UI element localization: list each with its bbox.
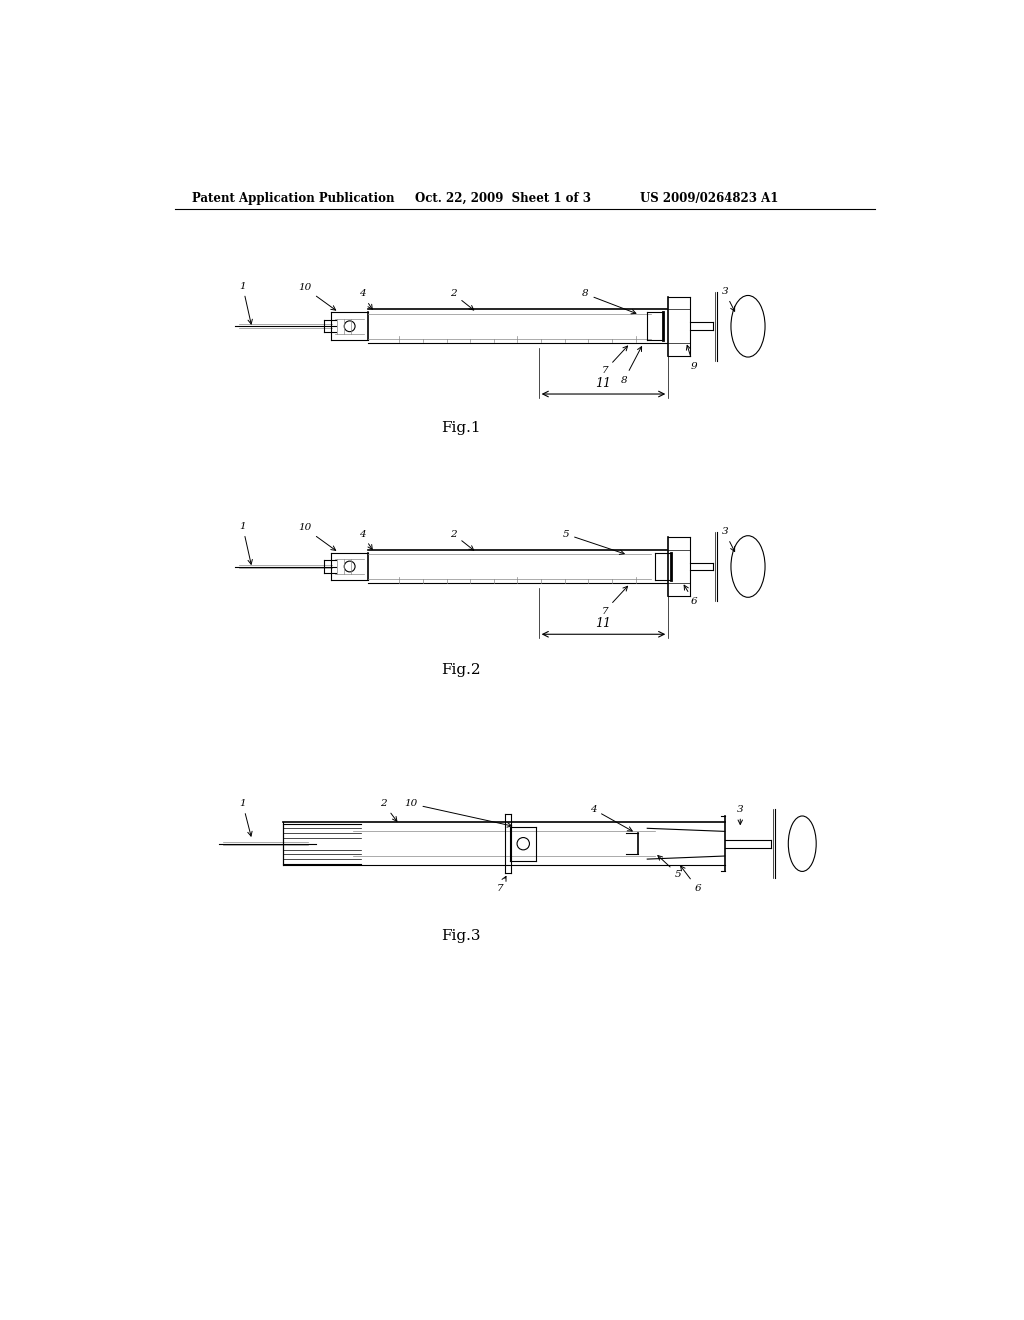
- Text: 7: 7: [497, 876, 506, 892]
- Text: 11: 11: [596, 616, 611, 630]
- Text: Oct. 22, 2009  Sheet 1 of 3: Oct. 22, 2009 Sheet 1 of 3: [415, 191, 591, 205]
- Text: 3: 3: [737, 805, 743, 825]
- Text: 10: 10: [298, 284, 336, 310]
- Text: 1: 1: [240, 521, 252, 564]
- Text: 2: 2: [381, 799, 397, 821]
- Text: 4: 4: [358, 529, 373, 549]
- Text: Patent Application Publication: Patent Application Publication: [191, 191, 394, 205]
- Text: 8: 8: [582, 289, 636, 314]
- Text: 6: 6: [681, 866, 701, 892]
- Text: 3: 3: [722, 528, 734, 552]
- Text: 5: 5: [657, 855, 682, 879]
- Text: 1: 1: [240, 799, 252, 836]
- Text: 4: 4: [590, 805, 632, 832]
- Text: US 2009/0264823 A1: US 2009/0264823 A1: [640, 191, 778, 205]
- Text: 5: 5: [562, 529, 625, 554]
- Text: 7: 7: [601, 586, 628, 615]
- Text: 9: 9: [686, 346, 697, 371]
- Text: 4: 4: [358, 289, 373, 309]
- Text: 3: 3: [722, 288, 734, 312]
- Text: 6: 6: [684, 585, 697, 606]
- Text: Fig.3: Fig.3: [441, 929, 481, 942]
- Text: 8: 8: [621, 347, 642, 384]
- Text: Fig.2: Fig.2: [441, 664, 481, 677]
- Text: 11: 11: [596, 376, 611, 389]
- Text: 7: 7: [601, 346, 628, 375]
- Text: 2: 2: [451, 529, 474, 550]
- Text: 1: 1: [240, 281, 252, 323]
- Text: 10: 10: [298, 524, 336, 550]
- Text: 10: 10: [404, 799, 512, 828]
- Text: Fig.1: Fig.1: [441, 421, 481, 434]
- Text: 2: 2: [451, 289, 474, 310]
